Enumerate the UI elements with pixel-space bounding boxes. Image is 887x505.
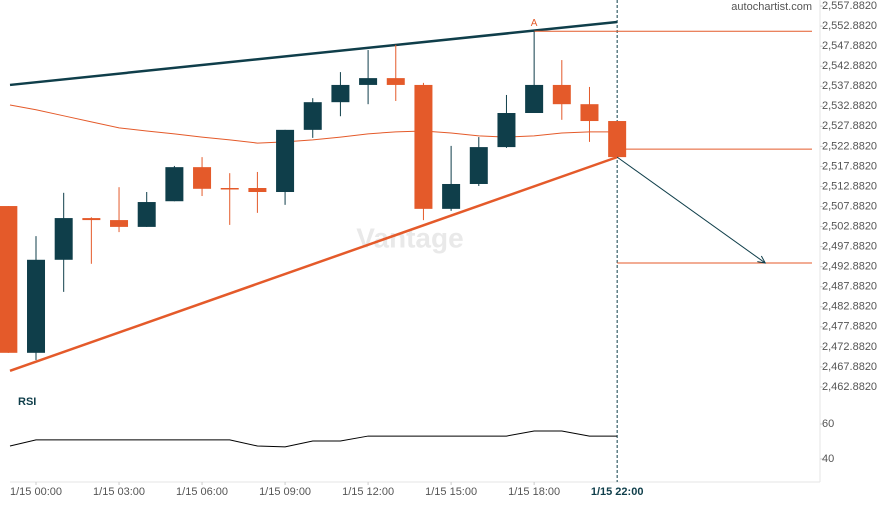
x-tick-label: 1/15 18:00 [508,486,560,498]
y-tick-label: 2,557.8820 [822,0,877,12]
y-tick-label: 60 [822,418,834,430]
candle-body [276,129,295,193]
y-tick-label: 2,482.8820 [822,301,877,313]
x-tick-label: 1/15 09:00 [259,486,311,498]
x-tick-label: 1/15 12:00 [342,486,394,498]
y-tick-label: 2,552.8820 [822,20,877,32]
y-tick-label: 2,467.8820 [822,361,877,373]
candle-body [137,202,156,227]
y-tick-label: 2,502.8820 [822,220,877,232]
y-tick-label: 2,532.8820 [822,100,877,112]
y-tick-label: 2,547.8820 [822,40,877,52]
x-tick-label: 1/15 15:00 [425,486,477,498]
candle-body [552,84,571,105]
candle-body [27,259,46,353]
y-tick-label: 2,522.8820 [822,140,877,152]
candle-body [497,113,516,148]
candle-body [303,102,322,130]
candle-body [414,84,433,209]
forecast-arrow [616,156,766,264]
rsi-title: RSI [18,396,36,408]
brand: autochartist.com [731,1,812,13]
y-tick-label: 2,477.8820 [822,321,877,333]
candle-body [110,220,129,227]
candle-body [220,187,239,190]
candle-body [193,167,212,189]
candle-body [0,206,18,353]
annotation: A [531,18,538,29]
y-tick-label: 2,462.8820 [822,381,877,393]
y-tick-label: 2,512.8820 [822,180,877,192]
y-tick-label: 2,517.8820 [822,160,877,172]
candle-body [54,218,73,260]
y-tick-label: 2,492.8820 [822,261,877,273]
y-tick-label: 2,527.8820 [822,120,877,132]
candle-body [580,104,599,122]
y-tick-label: 2,497.8820 [822,241,877,253]
candle-body [165,167,184,202]
arrow-head [757,255,767,264]
y-tick-label: 2,542.8820 [822,60,877,72]
candle-body [359,78,378,85]
x-tick-label: 1/15 03:00 [93,486,145,498]
candle-body [525,84,544,114]
y-tick-label: 2,507.8820 [822,200,877,212]
candle-body [608,121,627,158]
candle-body [248,187,267,193]
y-tick-label: 2,472.8820 [822,341,877,353]
watermark: Vantage [356,222,463,253]
candle-body [386,78,405,85]
moving-average [9,104,618,144]
x-tick-label: 1/15 00:00 [10,486,62,498]
current-time-label: 1/15 22:00 [591,486,644,498]
candle-body [469,147,488,184]
candle-body [442,183,461,209]
y-tick-label: 2,537.8820 [822,80,877,92]
rsi-line [9,430,618,448]
trendline [9,155,618,373]
x-tick-label: 1/15 06:00 [176,486,228,498]
y-tick-label: 2,487.8820 [822,281,877,293]
candle-body [82,218,101,221]
trendline [9,20,618,87]
candle-body [331,84,350,103]
y-tick-label: 40 [822,453,834,465]
